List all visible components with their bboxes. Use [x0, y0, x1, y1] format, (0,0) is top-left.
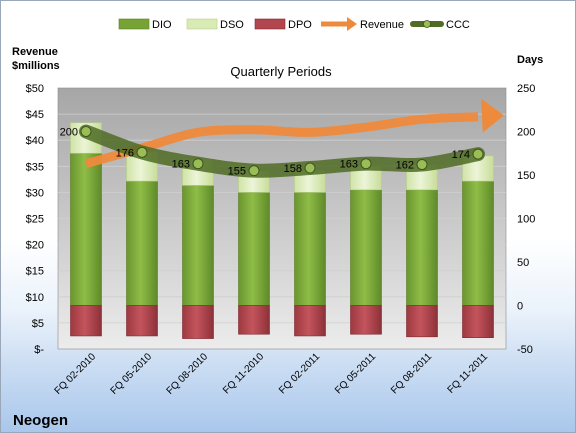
- bar-dpo: [462, 305, 494, 338]
- bar-dio: [406, 189, 438, 306]
- ccc-data-label: 174: [452, 149, 470, 161]
- ccc-point: [80, 126, 92, 137]
- y-left-tick-label: $15: [26, 266, 44, 278]
- legend-swatch-revenue-head: [347, 17, 357, 31]
- y-left-tick-label: $-: [34, 344, 44, 356]
- bar-dio: [126, 180, 158, 306]
- x-tick-label: FQ 11-2011: [446, 351, 491, 396]
- y-left-tick-label: $20: [26, 240, 44, 252]
- y-right-tick-label: 50: [517, 257, 529, 269]
- y-left-axis-label-line2: $millions: [12, 60, 60, 72]
- y-left-tick-label: $10: [26, 292, 44, 304]
- ccc-data-label: 200: [60, 127, 78, 139]
- y-right-tick-label: -50: [517, 344, 533, 356]
- bar-dio: [294, 192, 326, 306]
- ccc-point: [416, 159, 428, 171]
- bar-dpo: [294, 305, 326, 337]
- y-right-tick-label: 0: [517, 301, 523, 313]
- legend-label-dio: DIO: [152, 19, 172, 31]
- bar-dio: [182, 185, 214, 306]
- legend-label-revenue: Revenue: [360, 19, 404, 31]
- y-right-tick-label: 200: [517, 127, 535, 139]
- bar-dio: [70, 152, 102, 306]
- bar-dpo: [406, 305, 438, 338]
- legend-label-ccc: CCC: [446, 19, 470, 31]
- ccc-point: [192, 158, 204, 170]
- bar-dpo: [70, 305, 102, 337]
- y-left-tick-label: $5: [32, 318, 44, 330]
- ccc-point: [304, 162, 316, 174]
- bar-dpo: [350, 305, 382, 335]
- legend-swatch-dpo: [254, 18, 286, 30]
- legend-label-dpo: DPO: [288, 19, 312, 31]
- x-tick-label: FQ 08-2010: [165, 351, 211, 397]
- y-right-tick-label: 250: [517, 83, 535, 95]
- ccc-data-label: 163: [340, 159, 358, 171]
- x-tick-label: FQ 11-2010: [221, 351, 266, 396]
- y-left-tick-label: $45: [26, 109, 44, 121]
- x-tick-label: FQ 05-2010: [109, 351, 155, 397]
- bar-dio: [238, 192, 270, 306]
- ccc-point: [136, 146, 148, 158]
- legend-label-dso: DSO: [220, 19, 244, 31]
- y-right-axis-label: Days: [517, 54, 543, 66]
- ccc-data-label: 163: [172, 159, 190, 171]
- ccc-data-label: 155: [228, 166, 246, 178]
- legend-swatch-ccc-marker: [423, 20, 431, 28]
- bar-dpo: [182, 305, 214, 339]
- ccc-data-label: 176: [116, 147, 134, 159]
- x-tick-label: FQ 02-2010: [53, 351, 99, 397]
- x-tick-label: FQ 05-2011: [333, 351, 378, 396]
- legend-swatch-dio: [118, 18, 150, 30]
- chart-title: Quarterly Periods: [230, 64, 332, 79]
- bar-dpo: [126, 305, 158, 337]
- ccc-data-label: 158: [284, 163, 302, 175]
- y-right-tick-label: 150: [517, 170, 535, 182]
- company-name: Neogen: [13, 412, 68, 429]
- x-tick-label: FQ 08-2011: [389, 351, 434, 396]
- y-left-tick-label: $30: [26, 187, 44, 199]
- y-left-tick-label: $25: [26, 214, 44, 226]
- revenue-arrowhead: [481, 98, 504, 133]
- bar-dpo: [238, 305, 270, 335]
- y-left-tick-label: $40: [26, 135, 44, 147]
- ccc-point: [248, 165, 260, 177]
- x-tick-label: FQ 02-2011: [277, 351, 322, 396]
- y-left-tick-label: $35: [26, 161, 44, 173]
- y-left-tick-label: $50: [26, 83, 44, 95]
- legend-swatch-dso: [186, 18, 218, 30]
- bar-dio: [350, 189, 382, 306]
- y-left-axis-label: Revenue: [12, 46, 58, 58]
- ccc-point: [360, 158, 372, 170]
- ccc-data-label: 162: [396, 160, 414, 172]
- bar-dio: [462, 180, 494, 306]
- y-right-tick-label: 100: [517, 214, 535, 226]
- ccc-point: [472, 148, 484, 160]
